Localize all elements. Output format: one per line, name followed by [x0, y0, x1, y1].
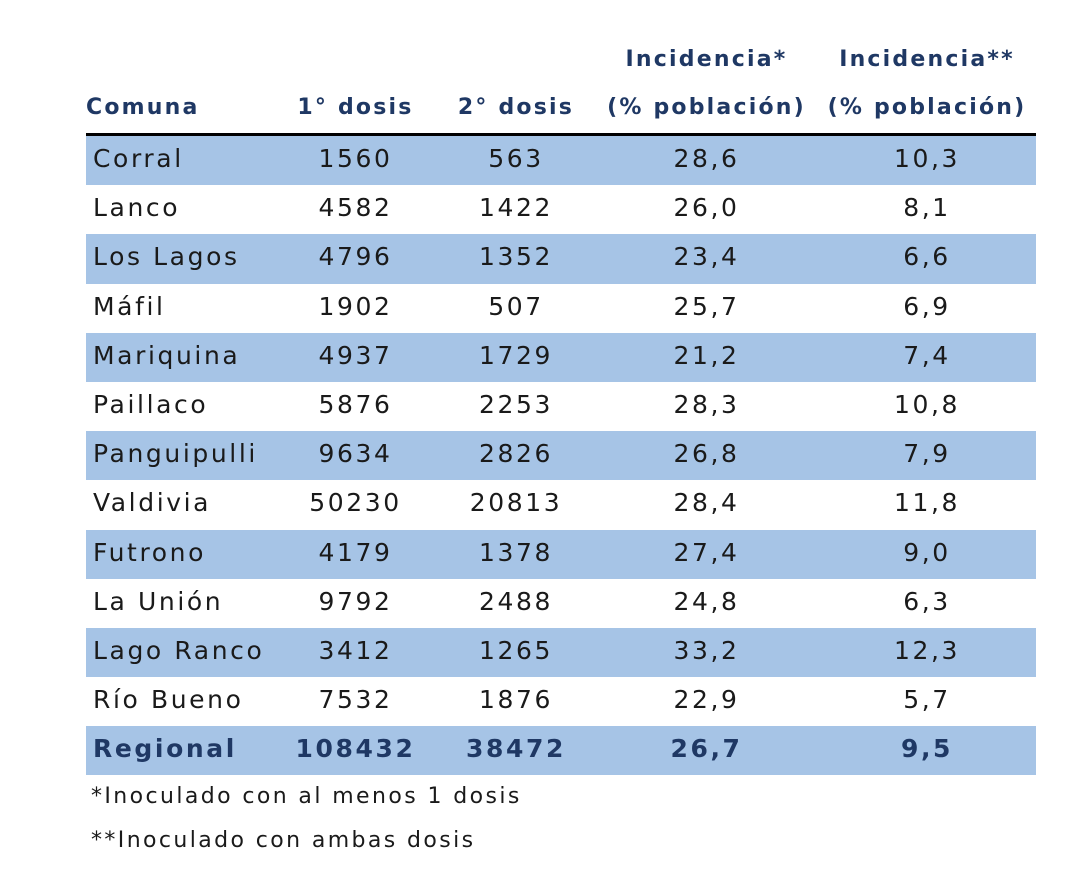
comuna-cell: Panguipulli [93, 439, 258, 469]
dosis-2-cell: 1422 [478, 193, 554, 223]
comuna-cell: Valdivia [93, 488, 212, 518]
table-row: Paillaco 5876 2253 28,3 10,8 [86, 382, 1036, 431]
dosis-2-cell: 38472 [466, 734, 566, 764]
header-incidencia-1: Incidencia* (% población) [607, 47, 806, 120]
dosis-2-cell: 1378 [478, 537, 554, 567]
incidencia-1-cell: 26,0 [673, 193, 740, 223]
dosis-1-cell: 5876 [318, 389, 393, 419]
footnote-2: **Inoculado con ambas dosis [91, 828, 476, 853]
incidencia-2-cell: 7,4 [903, 340, 951, 370]
table-row: Los Lagos 4796 1352 23,4 6,6 [86, 234, 1036, 284]
header-dosis-2: 2° dosis [457, 95, 575, 120]
incidencia-2-cell: 10,3 [893, 144, 961, 173]
incidencia-2-cell: 7,9 [903, 439, 951, 469]
incidencia-2-cell: 10,8 [893, 389, 961, 419]
incidencia-1-cell: 26,7 [670, 734, 743, 764]
incidencia-2-cell: 9,5 [900, 734, 954, 764]
incidencia-2-cell: 8,1 [903, 193, 951, 223]
dosis-1-cell: 3412 [318, 635, 393, 665]
table-row: La Unión 9792 2488 24,8 6,3 [86, 579, 1036, 628]
header-comuna: Comuna [86, 95, 200, 120]
incidencia-1-cell: 27,4 [673, 537, 740, 567]
comuna-cell: La Unión [93, 586, 224, 616]
dosis-1-cell: 7532 [318, 685, 393, 715]
dosis-2-cell: 1265 [478, 635, 554, 665]
comuna-cell: Futrono [93, 537, 207, 567]
incidencia-1-cell: 24,8 [673, 586, 740, 616]
footnote-1: *Inoculado con al menos 1 dosis [91, 784, 522, 809]
footnotes: *Inoculado con al menos 1 dosis **Inocul… [91, 782, 522, 870]
table-row: Lago Ranco 3412 1265 33,2 12,3 [86, 627, 1036, 678]
table-row: Mariquina 4937 1729 21,2 7,4 [86, 332, 1036, 382]
table-row: Máfil 1902 507 25,7 6,9 [86, 284, 1036, 333]
table-row: Panguipulli 9634 2826 26,8 7,9 [86, 431, 1036, 481]
dosis-1-cell: 108432 [295, 734, 416, 764]
incidencia-1-cell: 25,7 [673, 291, 740, 321]
dosis-2-cell: 2253 [478, 389, 554, 419]
dosis-1-cell: 1902 [318, 291, 393, 321]
incidencia-1-cell: 28,3 [673, 389, 740, 419]
table-header: Comuna 1° dosis 2° dosis Incidencia* (% … [86, 36, 1036, 136]
dosis-1-cell: 4796 [318, 242, 393, 272]
comuna-cell: Río Bueno [93, 685, 244, 715]
incidencia-1-cell: 21,2 [673, 340, 740, 370]
incidencia-2-cell: 6,3 [903, 586, 951, 616]
header-rule [86, 133, 1036, 136]
dosis-2-cell: 563 [488, 144, 544, 173]
incidencia-1-cell: 26,8 [673, 439, 740, 469]
table-row: Corral 1560 563 28,6 10,3 [86, 136, 1036, 186]
incidencia-2-cell: 6,6 [903, 242, 951, 272]
comuna-cell: Máfil [93, 291, 166, 321]
dosis-2-cell: 507 [488, 291, 544, 321]
dosis-2-cell: 2488 [478, 586, 554, 616]
dosis-1-cell: 4179 [318, 537, 393, 567]
table-body: Corral 1560 563 28,6 10,3 Lanco 4582 1422 26,0 8,… [86, 136, 1036, 776]
incidencia-2-cell: 5,7 [903, 685, 951, 715]
comuna-cell: Paillaco [93, 389, 209, 419]
incidencia-2-cell: 6,9 [903, 291, 951, 321]
dosis-1-cell: 50230 [309, 488, 402, 518]
incidencia-1-cell: 23,4 [673, 242, 740, 272]
dosis-2-cell: 1352 [478, 242, 554, 272]
header-incidencia-2: Incidencia** (% población) [827, 47, 1027, 120]
dosis-2-cell: 1876 [478, 685, 554, 715]
incidencia-2-cell: 9,0 [903, 537, 951, 567]
header-dosis-1: 1° dosis [297, 95, 414, 120]
table-row: Lanco 4582 1422 26,0 8,1 [86, 185, 1036, 234]
incidencia-2-cell: 12,3 [893, 635, 961, 665]
comuna-cell: Mariquina [93, 340, 241, 370]
table-row: Futrono 4179 1378 27,4 9,0 [86, 529, 1036, 579]
dosis-1-cell: 1560 [318, 144, 393, 173]
vaccination-table: Comuna 1° dosis 2° dosis Incidencia* (% … [86, 36, 1036, 776]
table-row: Valdivia 50230 20813 28,4 11,8 [86, 480, 1036, 529]
dosis-2-cell: 20813 [469, 488, 563, 518]
dosis-1-cell: 9792 [318, 586, 393, 616]
incidencia-1-cell: 28,4 [673, 488, 740, 518]
dosis-1-cell: 9634 [318, 439, 393, 469]
comuna-cell: Regional [93, 734, 237, 764]
comuna-cell: Corral [93, 144, 184, 173]
dosis-2-cell: 1729 [478, 340, 554, 370]
incidencia-1-cell: 22,9 [673, 685, 740, 715]
dosis-2-cell: 2826 [478, 439, 554, 469]
dosis-1-cell: 4582 [318, 193, 393, 223]
incidencia-1-cell: 33,2 [673, 635, 740, 665]
table-row: Río Bueno 7532 1876 22,9 5,7 [86, 677, 1036, 726]
comuna-cell: Lanco [93, 193, 181, 223]
comuna-cell: Los Lagos [93, 242, 240, 272]
incidencia-1-cell: 28,6 [673, 144, 740, 173]
incidencia-2-cell: 11,8 [893, 488, 961, 518]
dosis-1-cell: 4937 [318, 340, 393, 370]
comuna-cell: Lago Ranco [93, 635, 265, 665]
table-total-row: Regional 108432 38472 26,7 9,5 [86, 726, 1036, 776]
